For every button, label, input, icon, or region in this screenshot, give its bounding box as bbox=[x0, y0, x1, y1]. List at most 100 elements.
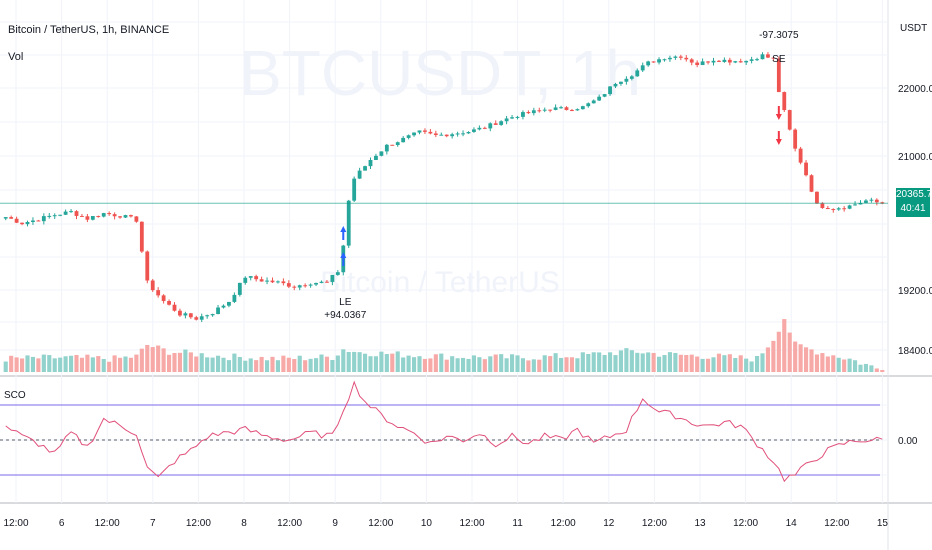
candle-body bbox=[548, 109, 553, 111]
volume-bar bbox=[542, 355, 547, 372]
candle-body bbox=[292, 286, 297, 288]
volume-bar bbox=[531, 359, 536, 372]
volume-bar bbox=[771, 340, 776, 372]
volume-bar bbox=[793, 341, 798, 372]
candle-body bbox=[439, 134, 444, 136]
candle-body bbox=[357, 170, 362, 179]
candle-body bbox=[47, 215, 52, 217]
candle-body bbox=[401, 137, 406, 143]
candle-body bbox=[134, 216, 139, 222]
volume-bar bbox=[575, 358, 580, 372]
candle-body bbox=[194, 317, 199, 320]
candle-body bbox=[733, 61, 738, 63]
volume-bar bbox=[292, 359, 297, 372]
candle-body bbox=[815, 191, 819, 204]
candle-body bbox=[390, 144, 395, 146]
volume-bar bbox=[553, 353, 558, 372]
candle-body bbox=[782, 92, 787, 111]
candle-body bbox=[395, 142, 400, 146]
time-tick-label: 12:00 bbox=[824, 518, 849, 529]
volume-bar bbox=[635, 352, 640, 372]
volume-bar bbox=[863, 363, 869, 372]
volume-bar bbox=[700, 358, 705, 372]
volume-bar bbox=[346, 351, 351, 372]
volume-bar bbox=[177, 352, 183, 372]
volume-indicator-label[interactable]: Vol bbox=[8, 51, 24, 63]
candle-body bbox=[210, 314, 215, 316]
candle-body bbox=[150, 280, 155, 291]
volume-bar bbox=[678, 354, 683, 372]
volume-bar bbox=[727, 354, 732, 372]
oscillator-indicator-label[interactable]: SCO bbox=[4, 390, 26, 401]
candle-body bbox=[831, 209, 836, 211]
candle-body bbox=[227, 301, 231, 306]
volume-bar bbox=[618, 350, 624, 372]
volume-bar bbox=[30, 356, 36, 372]
candle-body bbox=[286, 283, 291, 287]
candle-body bbox=[755, 59, 759, 61]
candle-body bbox=[580, 106, 585, 110]
volume-bar bbox=[803, 347, 809, 372]
volume-bar bbox=[684, 355, 689, 372]
volume-bar bbox=[368, 356, 373, 372]
volume-bar bbox=[156, 345, 161, 372]
candle-body bbox=[673, 56, 678, 58]
candle-body bbox=[504, 118, 509, 122]
volume-bar bbox=[9, 355, 14, 372]
volume-bar bbox=[749, 361, 754, 372]
volume-bar bbox=[226, 360, 232, 372]
volume-bar bbox=[362, 353, 368, 372]
candle-body bbox=[96, 216, 101, 218]
candle-body bbox=[330, 274, 335, 282]
candle-body bbox=[575, 109, 580, 111]
candle-body bbox=[85, 216, 90, 220]
candle-body bbox=[363, 166, 367, 171]
volume-bar bbox=[711, 357, 716, 372]
volume-bar bbox=[395, 351, 400, 372]
volume-bar bbox=[624, 348, 629, 372]
time-tick-label: 12:00 bbox=[3, 518, 28, 529]
volume-bar bbox=[722, 355, 727, 372]
candle-body bbox=[101, 213, 106, 217]
volume-bar bbox=[254, 360, 259, 372]
volume-bar bbox=[313, 358, 319, 372]
time-tick-label: 12:00 bbox=[186, 518, 211, 529]
volume-bar bbox=[831, 355, 836, 372]
candle-body bbox=[379, 151, 384, 156]
candle-body bbox=[254, 276, 259, 280]
candle-body bbox=[63, 211, 68, 215]
candle-body bbox=[668, 57, 672, 60]
candle-body bbox=[444, 134, 449, 137]
candle-body bbox=[537, 110, 542, 112]
volume-bar bbox=[858, 364, 863, 372]
candle-body bbox=[564, 107, 569, 111]
candle-body bbox=[477, 127, 482, 130]
long-entry-arrow bbox=[340, 252, 347, 266]
candle-body bbox=[80, 215, 84, 217]
short-entry-label: SE bbox=[772, 54, 786, 65]
candle-body bbox=[423, 130, 427, 132]
volume-bar bbox=[112, 355, 117, 372]
candle-body bbox=[243, 277, 248, 283]
candle-body bbox=[428, 131, 433, 134]
candle-body bbox=[591, 100, 596, 104]
oscillator-pane bbox=[0, 380, 883, 483]
time-tick-label: 8 bbox=[241, 518, 247, 529]
volume-bar bbox=[814, 354, 820, 372]
volume-bar bbox=[166, 354, 172, 372]
candle-body bbox=[798, 148, 803, 163]
time-tick-label: 12:00 bbox=[459, 518, 484, 529]
candle-body bbox=[820, 203, 825, 208]
candle-body bbox=[776, 58, 781, 93]
volume-bar bbox=[417, 356, 422, 372]
volume-bar bbox=[215, 355, 221, 372]
volume-bar bbox=[455, 358, 460, 372]
candle-body bbox=[689, 59, 694, 63]
time-tick-label: 12:00 bbox=[551, 518, 576, 529]
candle-body bbox=[472, 129, 476, 132]
volume-bar bbox=[411, 357, 417, 372]
candle-body bbox=[787, 110, 792, 130]
volume-bar bbox=[117, 357, 123, 372]
volume-bar bbox=[607, 352, 613, 372]
